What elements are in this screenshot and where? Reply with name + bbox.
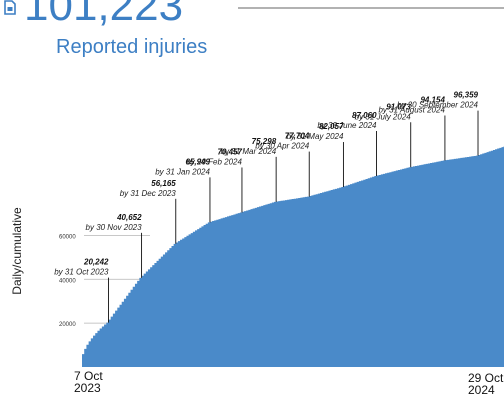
- milestone-date-label: by 31 Oct 2023: [54, 268, 109, 277]
- document-icon: [4, 0, 16, 15]
- headline-subtitle: Reported injuries: [56, 36, 208, 58]
- y-axis-label: Daily/cumulative: [10, 207, 24, 295]
- milestone-value-label: 75,298: [252, 137, 277, 146]
- y-tick-label: 60000: [59, 234, 76, 240]
- milestone-date-label: by 31 Jan 2024: [155, 167, 210, 176]
- headline-stat: 101,223 Reported injuries: [4, 0, 304, 62]
- milestone-value-label: 96,359: [454, 91, 479, 100]
- milestone-date-label: by 31 May 2024: [286, 132, 343, 141]
- milestone-date-label: by 31 July 2024: [355, 112, 412, 121]
- milestone-date-label: by 30 Nov 2023: [86, 223, 143, 232]
- milestone-value-label: 20,242: [83, 258, 109, 267]
- y-tick-label: 40000: [59, 278, 76, 284]
- x-start-label: 7 Oct 2023: [74, 369, 103, 395]
- milestone-value-label: 65,949: [185, 157, 210, 166]
- milestone-value-label: 91,073: [386, 102, 411, 111]
- milestone-date-label: by 31 August 2024: [378, 106, 445, 115]
- milestone-date-label: by 30 June 2024: [317, 121, 377, 130]
- milestone-value-label: 87,060: [352, 111, 377, 120]
- milestone-value-label: 94,154: [420, 96, 445, 105]
- injuries-total: 101,223: [24, 0, 184, 30]
- milestone-value-label: 77,704: [285, 132, 310, 141]
- milestone-value-label: 70,457: [217, 147, 242, 156]
- milestone-value-label: 40,652: [116, 213, 142, 222]
- milestone-date-label: by 31 Mar 2024: [221, 147, 277, 156]
- milestone-date-label: by 31 Dec 2023: [120, 189, 177, 198]
- y-tick-label: 20000: [59, 322, 76, 328]
- cumulative-area: [82, 146, 504, 367]
- milestone-value-label: 82,057: [319, 122, 344, 131]
- milestone-date-label: by 29 Feb 2024: [186, 157, 242, 166]
- milestone-value-label: 56,165: [151, 179, 176, 188]
- milestone-date-label: by 30 September 2024: [397, 101, 478, 110]
- milestone-date-label: by 30 Apr 2024: [255, 142, 310, 151]
- x-end-label: 29 Oct 2024: [468, 371, 504, 397]
